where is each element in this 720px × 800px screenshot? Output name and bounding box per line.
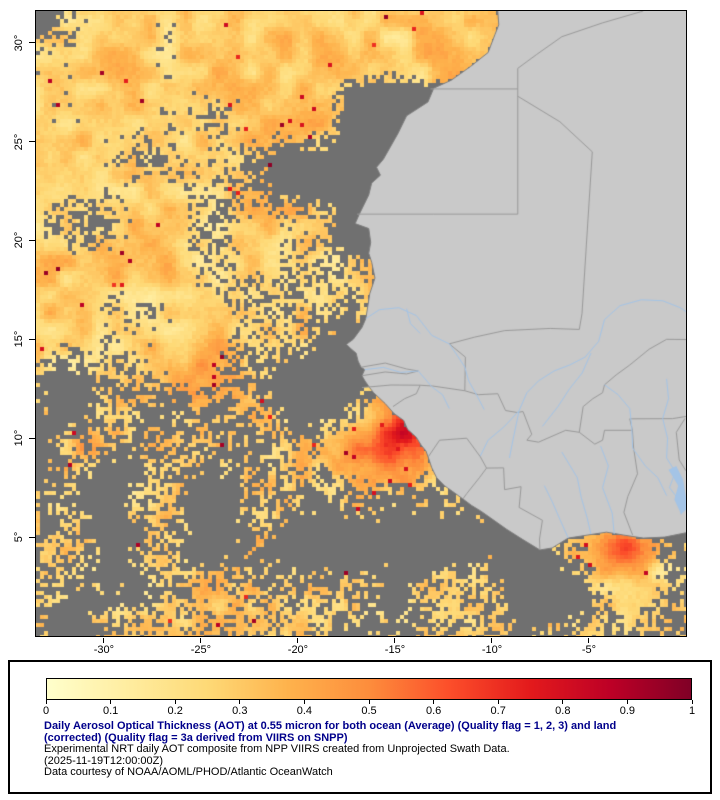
- y-axis-label: 20°: [13, 232, 25, 249]
- colorbar-tick-label: 0.2: [167, 705, 183, 717]
- aot-map-canvas: [36, 11, 686, 636]
- x-axis-tick: [491, 638, 493, 643]
- colorbar-tick-label: 0.6: [425, 705, 442, 717]
- colorbar-tick: [45, 700, 47, 704]
- legend-panel: 0 0.1 0.2 0.3 0.4 0.5 0.6 0.7 0.8 0.9 1 Daily Aero…: [8, 660, 712, 794]
- y-axis-tick: [29, 437, 35, 439]
- x-axis-label: -5°: [581, 644, 597, 656]
- legend-title: Daily Aerosol Optical Thickness (AOT) at…: [44, 720, 617, 744]
- x-axis-label: -30°: [93, 644, 115, 656]
- colorbar-tick: [239, 700, 241, 704]
- y-axis-tick: [29, 536, 35, 538]
- colorbar-tick-label: 0.4: [296, 705, 313, 717]
- y-axis-label: 15°: [13, 330, 25, 348]
- colorbar-tick-label: 0: [42, 705, 50, 717]
- colorbar-tick-label: 0.8: [555, 705, 571, 717]
- colorbar-tick-label: 0.3: [232, 705, 248, 717]
- map-frame: [35, 10, 687, 637]
- colorbar-tick-label: 0.7: [490, 705, 506, 717]
- colorbar-axis: 0 0.1 0.2 0.3 0.4 0.5 0.6 0.7 0.8 0.9 1: [10, 662, 710, 792]
- colorbar-tick-label: 0.9: [619, 705, 636, 717]
- y-axis-label: 5°: [13, 531, 25, 543]
- x-axis-label: -20°: [287, 644, 309, 656]
- x-axis-label: -10°: [481, 644, 503, 656]
- legend-timestamp: (2025-11-19T12:00:00Z): [44, 754, 164, 767]
- colorbar-tick: [497, 700, 499, 704]
- x-axis-tick: [394, 638, 396, 643]
- x-axis-tick: [200, 638, 202, 643]
- map-region: -30° -25° -20° -15° -10° -5° 30° 25° 20° 15° 10° 5°: [13, 10, 687, 656]
- x-axis-label: -15°: [384, 644, 406, 656]
- legend-credit: Data courtesy of NOAA/AOML/PHOD/Atlantic…: [44, 766, 333, 779]
- y-axis-label: 30°: [13, 34, 25, 51]
- colorbar-tick-label: 0.1: [102, 705, 119, 717]
- colorbar-tick: [626, 700, 628, 704]
- colorbar-tick: [691, 700, 693, 704]
- colorbar-gradient: [46, 678, 692, 700]
- x-axis-tick: [588, 638, 590, 643]
- colorbar-tick-label: 1: [688, 705, 696, 717]
- colorbar-tick: [433, 700, 435, 704]
- x-axis-tick: [297, 638, 299, 643]
- y-axis-tick: [29, 141, 35, 143]
- legend-subtitle: Experimental NRT daily AOT composite fro…: [44, 743, 510, 756]
- colorbar-tick: [368, 700, 370, 704]
- colorbar-tick-label: 0.5: [361, 705, 377, 717]
- y-axis-label: 25°: [13, 133, 25, 150]
- colorbar-tick: [174, 700, 176, 704]
- colorbar-tick: [110, 700, 112, 704]
- y-axis-tick: [29, 42, 35, 44]
- x-axis-label: -25°: [190, 644, 212, 656]
- y-axis-tick: [29, 239, 35, 241]
- colorbar-tick: [562, 700, 564, 704]
- y-axis-label: 10°: [13, 429, 25, 447]
- y-axis-tick: [29, 338, 35, 340]
- x-axis-tick: [103, 638, 105, 643]
- legend-caption: Daily Aerosol Optical Thickness (AOT) at…: [44, 720, 658, 779]
- colorbar-tick: [303, 700, 305, 704]
